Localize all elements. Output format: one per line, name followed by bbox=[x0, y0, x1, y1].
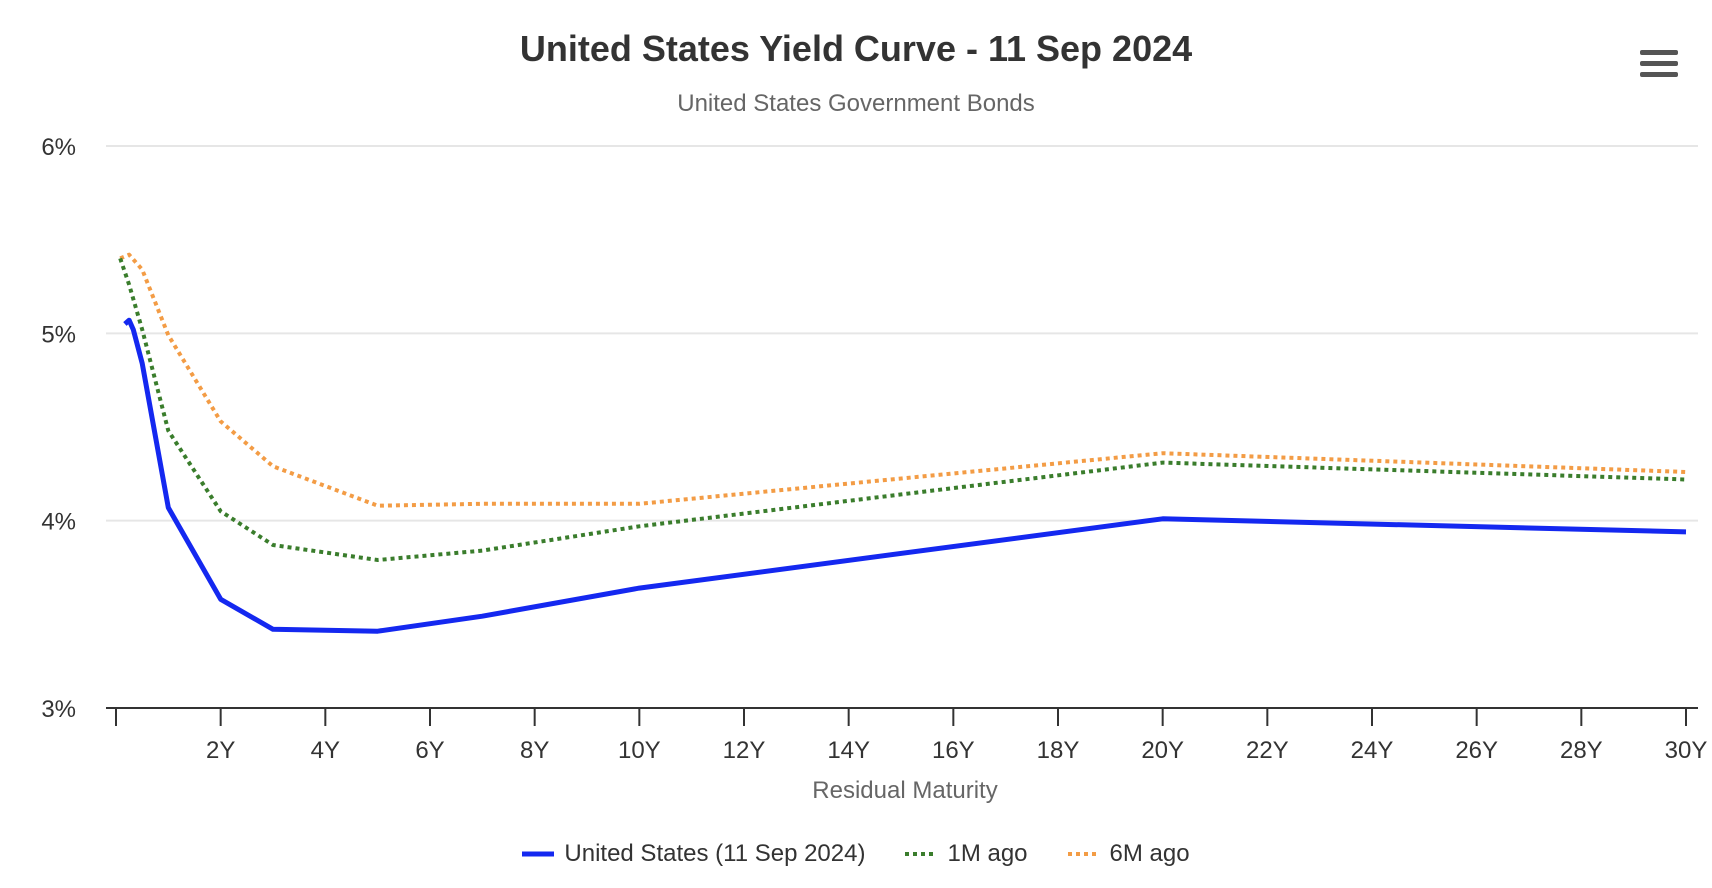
x-tick-label: 22Y bbox=[1246, 737, 1289, 764]
hamburger-icon bbox=[1640, 50, 1678, 55]
series-line-2 bbox=[119, 252, 1687, 508]
hamburger-icon-bar bbox=[1640, 61, 1678, 66]
x-tick-label: 28Y bbox=[1560, 737, 1603, 764]
series-line-0 bbox=[123, 317, 1687, 634]
x-tick-label: 4Y bbox=[311, 737, 340, 764]
legend-label: 6M ago bbox=[1109, 840, 1190, 867]
x-tick-label: 20Y bbox=[1141, 737, 1184, 764]
legend-swatch bbox=[1067, 852, 1100, 856]
legend-item[interactable]: United States (11 Sep 2024) bbox=[522, 840, 865, 868]
x-tick-label: 30Y bbox=[1665, 737, 1708, 764]
y-tick-label: 3% bbox=[41, 696, 76, 723]
chart-title: United States Yield Curve - 11 Sep 2024 bbox=[519, 28, 1193, 69]
chart-legend: United States (11 Sep 2024) 1M ago 6M ago bbox=[0, 840, 1712, 868]
chart-subtitle: United States Government Bonds bbox=[677, 90, 1035, 117]
y-tick-label: 4% bbox=[41, 509, 76, 536]
x-tick-label: 6Y bbox=[415, 737, 444, 764]
x-tick-label: 10Y bbox=[618, 737, 661, 764]
x-tick-label: 2Y bbox=[206, 737, 235, 764]
x-tick-label: 8Y bbox=[520, 737, 549, 764]
x-tick-label: 24Y bbox=[1351, 737, 1394, 764]
x-axis-title: Residual Maturity bbox=[812, 777, 997, 804]
legend-swatch bbox=[905, 852, 938, 856]
legend-label: 1M ago bbox=[947, 840, 1028, 867]
x-tick-label: 18Y bbox=[1037, 737, 1080, 764]
chart-menu-button[interactable] bbox=[1640, 50, 1678, 82]
legend-swatch bbox=[522, 851, 555, 857]
x-tick-label: 16Y bbox=[932, 737, 975, 764]
legend-label: United States (11 Sep 2024) bbox=[564, 840, 866, 867]
y-tick-label: 5% bbox=[41, 321, 76, 348]
series-line-1 bbox=[118, 257, 1687, 562]
x-tick-label: 14Y bbox=[827, 737, 870, 764]
y-tick-label: 6% bbox=[41, 134, 76, 161]
x-tick-label: 12Y bbox=[723, 737, 766, 764]
legend-item[interactable]: 1M ago bbox=[905, 840, 1028, 868]
x-tick-label: 26Y bbox=[1455, 737, 1498, 764]
hamburger-icon-bar bbox=[1640, 72, 1678, 77]
legend-item[interactable]: 6M ago bbox=[1067, 840, 1190, 868]
